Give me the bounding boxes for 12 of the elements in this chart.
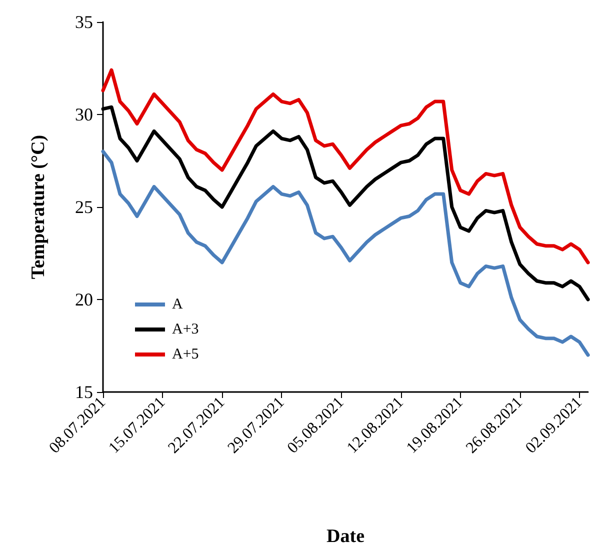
y-tick-label: 15: [75, 382, 93, 402]
y-tick-label: 25: [75, 197, 93, 217]
legend-label: A+3: [172, 322, 199, 338]
line-series: [101, 150, 590, 357]
y-tick-label: 20: [75, 290, 93, 310]
y-tick-label: 35: [75, 12, 93, 32]
y-tick-label: 30: [75, 104, 93, 124]
legend-label: A+5: [172, 346, 199, 362]
y-axis-title: Temperature (°C): [28, 134, 49, 280]
x-axis-title: Date: [326, 526, 364, 547]
line-series: [101, 68, 590, 264]
legend-label: A: [172, 296, 183, 312]
